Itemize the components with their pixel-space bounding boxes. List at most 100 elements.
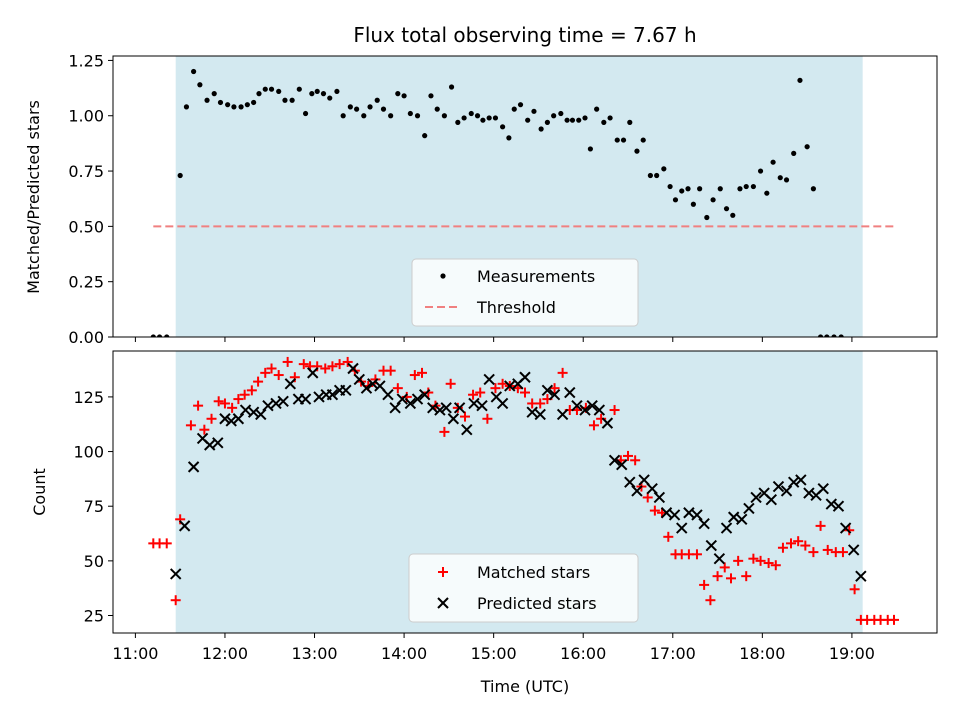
measurement-point — [238, 104, 244, 110]
measurement-point — [340, 113, 346, 119]
matched-stars-point — [497, 378, 508, 389]
legend-label-matched-stars: Matched stars — [477, 563, 590, 582]
predicted-stars-point-b — [698, 517, 710, 530]
matched-stars-point — [482, 413, 493, 424]
predicted-stars-point-b — [367, 378, 379, 390]
matched-stars-point — [520, 387, 530, 398]
predicted-stars-point-b — [676, 522, 688, 534]
predicted-stars-point-b — [772, 480, 785, 493]
predicted-stars-point-b — [780, 485, 793, 497]
matched-stars-point — [777, 542, 788, 553]
matched-stars-point — [786, 538, 797, 549]
measurement-point — [710, 197, 716, 203]
predicted-stars-point-b — [360, 382, 373, 394]
matched-stars-point — [459, 411, 470, 422]
predicted-stars-point — [262, 399, 274, 412]
predicted-stars-point-b — [624, 476, 636, 488]
x-tick-label: 17:00 — [650, 644, 696, 663]
predicted-stars-point — [676, 522, 688, 534]
predicted-stars-point-b — [476, 399, 488, 412]
matched-stars-point — [663, 531, 674, 542]
matched-stars-point — [170, 595, 181, 606]
predicted-stars-point — [541, 384, 554, 397]
measurement-point — [468, 110, 474, 117]
matched-stars-point — [219, 398, 230, 409]
predicted-stars-point — [855, 570, 867, 582]
predicted-stars-point-b — [616, 458, 628, 471]
predicted-stars-point — [631, 485, 643, 497]
matched-stars-layer — [148, 356, 900, 625]
predicted-stars-point-b — [225, 415, 237, 427]
x-tick-label: 13:00 — [291, 644, 337, 663]
counts-legend: Matched stars Predicted stars — [408, 553, 639, 623]
matched-stars-point — [630, 455, 641, 466]
ratio-y-axis-label: Matched/Predicted stars — [24, 100, 43, 294]
measurement-point — [177, 172, 183, 179]
ratio-frame — [112, 55, 938, 338]
measurement-point — [251, 99, 257, 106]
measurement-point — [191, 68, 197, 75]
predicted-stars-point-b — [683, 507, 695, 519]
matched-stars-point — [260, 367, 271, 378]
predicted-stars-point — [299, 393, 312, 405]
counts-ytick-label: 25 — [84, 607, 104, 626]
predicted-stars-point — [313, 391, 325, 403]
counts-panel: 25 50 75 100 125 11:00 12:00 13:00 14:00 15:00 16… — [30, 350, 938, 696]
measurement-point — [441, 113, 447, 119]
predicted-stars-point-b — [593, 404, 606, 416]
measurement-point — [164, 334, 170, 337]
chart-title: Flux total observing time = 7.67 h — [353, 23, 696, 47]
measurement-point — [434, 106, 440, 112]
measurement-point — [730, 212, 736, 218]
measurement-point — [448, 84, 455, 90]
matched-stars-point — [808, 547, 819, 558]
measurement-point — [244, 102, 250, 108]
predicted-stars-point-b — [579, 404, 591, 416]
measurement-point — [320, 91, 327, 97]
matched-stars-point — [239, 389, 250, 400]
measurement-point — [797, 77, 803, 83]
matched-stars-point — [549, 383, 560, 394]
matched-stars-point — [227, 402, 238, 413]
predicted-stars-point-b — [601, 417, 614, 429]
measurement-point — [717, 186, 723, 192]
predicted-stars-point — [743, 502, 755, 515]
matched-stars-point — [385, 365, 396, 376]
measurement-point — [538, 126, 544, 132]
predicted-stars-point-b — [586, 399, 598, 412]
predicted-stars-point-b — [713, 552, 726, 565]
measurement-point — [564, 117, 570, 123]
predicted-stars-point — [571, 399, 583, 412]
predicted-stars-point — [579, 404, 591, 416]
ratio-panel: 0.00 0.25 0.50 0.75 1.00 1.25 Matched/Predict… — [24, 51, 938, 347]
measurement-point — [601, 119, 607, 125]
predicted-stars-point-b — [765, 493, 778, 506]
predicted-stars-point-b — [427, 402, 439, 414]
matched-stars-point — [233, 394, 244, 405]
predicted-stars-point-b — [169, 568, 182, 580]
measurement-point — [455, 119, 461, 125]
predicted-stars-point-b — [347, 362, 359, 375]
predicted-stars-point — [772, 480, 785, 493]
legend-label-measurements: Measurements — [477, 267, 595, 286]
matched-stars-point — [282, 356, 293, 367]
predicted-stars-point-b — [758, 487, 770, 499]
predicted-stars-point — [847, 544, 860, 556]
measurement-point — [388, 113, 394, 119]
measurement-point — [582, 115, 588, 121]
matched-stars-point — [206, 413, 217, 424]
predicted-stars-point — [169, 568, 182, 580]
predicted-stars-point-b — [219, 413, 231, 425]
matched-stars-point — [719, 562, 730, 573]
predicted-stars-point-b — [668, 509, 681, 521]
matched-stars-point — [185, 420, 196, 431]
predicted-stars-point-b — [247, 406, 260, 418]
measurement-point — [525, 117, 531, 123]
measurement-point — [737, 186, 743, 192]
predicted-stars-point-b — [404, 397, 417, 410]
predicted-stars-point-b — [839, 522, 852, 534]
measurement-point — [231, 104, 237, 110]
predicted-stars-point — [519, 371, 531, 383]
x-tick-label: 19:00 — [829, 644, 875, 663]
measurement-point — [217, 99, 224, 106]
